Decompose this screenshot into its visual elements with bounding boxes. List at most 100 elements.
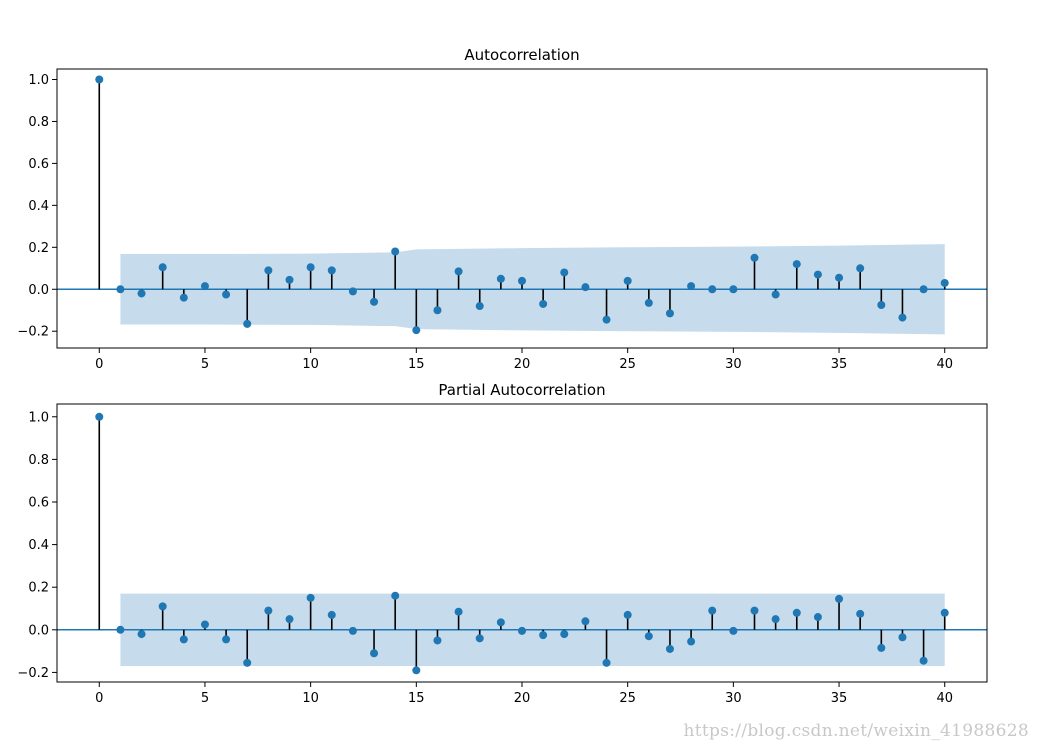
acf-ytick-label-2: 0.2 bbox=[28, 241, 49, 256]
pacf-ytick-label-2: 0.2 bbox=[28, 581, 49, 596]
acf-ytick-label-1: 0.0 bbox=[28, 283, 49, 298]
acf-marker-lag-0 bbox=[95, 75, 104, 84]
acf-marker-lag-24 bbox=[602, 315, 611, 324]
acf-marker-lag-4 bbox=[179, 293, 188, 302]
acf-marker-lag-5 bbox=[200, 282, 209, 291]
pacf-xtick-label-15: 15 bbox=[408, 691, 425, 706]
pacf-marker-lag-28 bbox=[687, 637, 696, 646]
pacf-marker-lag-14 bbox=[391, 591, 400, 600]
acf-marker-lag-37 bbox=[877, 300, 886, 309]
pacf-xtick-label-10: 10 bbox=[302, 691, 319, 706]
pacf-plot-area: 0 5 10 15 20 25 30 35 40 −0.2 0.0 0.2 0.4 0.6 0.8 1.0 bbox=[17, 403, 988, 706]
pacf-chart: Partial Autocorrelation 0 5 10 15 20 25 30 35 40… bbox=[17, 381, 988, 706]
acf-marker-lag-2 bbox=[137, 289, 146, 298]
pacf-ytick-label-3: 0.4 bbox=[28, 538, 49, 553]
pacf-marker-lag-1 bbox=[116, 625, 125, 634]
pacf-marker-lag-12 bbox=[348, 626, 357, 635]
pacf-marker-lag-23 bbox=[581, 617, 590, 626]
pacf-ytick-label-5: 0.8 bbox=[28, 453, 49, 468]
pacf-marker-lag-40 bbox=[940, 608, 949, 617]
pacf-xtick-label-20: 20 bbox=[514, 691, 531, 706]
pacf-marker-lag-8 bbox=[264, 606, 273, 615]
acf-xtick-label-20: 20 bbox=[514, 357, 531, 372]
pacf-marker-lag-22 bbox=[560, 630, 569, 639]
pacf-marker-lag-32 bbox=[771, 615, 780, 624]
pacf-xtick-label-5: 5 bbox=[201, 691, 209, 706]
pacf-marker-lag-30 bbox=[729, 626, 738, 635]
acf-ytick-label-4: 0.6 bbox=[28, 157, 49, 172]
pacf-xtick-label-25: 25 bbox=[619, 691, 636, 706]
acf-ytick-label-0: −0.2 bbox=[17, 325, 49, 340]
acf-marker-lag-6 bbox=[222, 290, 231, 299]
acf-marker-lag-31 bbox=[750, 253, 759, 262]
acf-marker-lag-12 bbox=[348, 287, 357, 296]
pacf-marker-lag-25 bbox=[623, 610, 632, 619]
pacf-marker-lag-10 bbox=[306, 593, 315, 602]
acf-marker-lag-3 bbox=[158, 263, 167, 272]
acf-ytick-label-3: 0.4 bbox=[28, 199, 49, 214]
acf-marker-lag-27 bbox=[665, 309, 674, 318]
pacf-ytick-label-4: 0.6 bbox=[28, 495, 49, 510]
acf-ytick-label-6: 1.0 bbox=[28, 73, 49, 88]
pacf-marker-lag-34 bbox=[813, 613, 822, 622]
acf-marker-lag-19 bbox=[496, 274, 505, 283]
acf-marker-lag-8 bbox=[264, 266, 273, 275]
pacf-marker-lag-26 bbox=[644, 632, 653, 641]
acf-xtick-label-35: 35 bbox=[831, 357, 848, 372]
watermark-url: https://blog.csdn.net/weixin_41988628 bbox=[683, 721, 1029, 741]
acf-marker-lag-39 bbox=[919, 285, 928, 294]
pacf-marker-lag-24 bbox=[602, 658, 611, 667]
acf-ytick-label-5: 0.8 bbox=[28, 115, 49, 130]
pacf-marker-lag-21 bbox=[539, 631, 548, 640]
acf-plot-area: 0 5 10 15 20 25 30 35 40 −0.2 0.0 0.2 0.4 0.6 0.8 1.0 bbox=[17, 68, 988, 372]
pacf-marker-lag-36 bbox=[856, 609, 865, 618]
pacf-marker-lag-37 bbox=[877, 643, 886, 652]
acf-marker-lag-21 bbox=[539, 299, 548, 308]
acf-marker-lag-30 bbox=[729, 285, 738, 294]
acf-marker-lag-22 bbox=[560, 268, 569, 277]
acf-xtick-label-30: 30 bbox=[725, 357, 742, 372]
acf-xtick-label-40: 40 bbox=[936, 357, 953, 372]
pacf-marker-lag-15 bbox=[412, 666, 421, 675]
pacf-marker-lag-19 bbox=[496, 618, 505, 627]
pacf-ytick-label-1: 0.0 bbox=[28, 623, 49, 638]
acf-marker-lag-34 bbox=[813, 270, 822, 279]
pacf-marker-lag-29 bbox=[708, 606, 717, 615]
acf-xtick-label-0: 0 bbox=[95, 357, 103, 372]
pacf-marker-lag-20 bbox=[518, 626, 526, 635]
acf-marker-lag-16 bbox=[433, 306, 442, 315]
acf-marker-lag-23 bbox=[581, 283, 590, 292]
pacf-marker-lag-27 bbox=[665, 644, 674, 653]
acf-marker-lag-40 bbox=[940, 278, 949, 287]
acf-xtick-label-10: 10 bbox=[302, 357, 319, 372]
pacf-marker-lag-16 bbox=[433, 636, 442, 645]
acf-marker-lag-36 bbox=[856, 264, 865, 273]
pacf-marker-lag-2 bbox=[137, 630, 146, 639]
acf-marker-lag-11 bbox=[327, 266, 336, 275]
acf-marker-lag-33 bbox=[792, 260, 801, 269]
acf-xtick-label-15: 15 bbox=[408, 357, 425, 372]
acf-xtick-label-25: 25 bbox=[619, 357, 636, 372]
acf-marker-lag-17 bbox=[454, 267, 463, 276]
acf-marker-lag-28 bbox=[687, 282, 696, 291]
pacf-marker-lag-11 bbox=[327, 610, 336, 619]
acf-marker-lag-32 bbox=[771, 290, 780, 299]
pacf-marker-lag-35 bbox=[835, 594, 844, 603]
pacf-marker-lag-5 bbox=[200, 620, 209, 629]
acf-xtick-label-5: 5 bbox=[201, 357, 209, 372]
pacf-ytick-label-0: −0.2 bbox=[17, 666, 49, 681]
acf-marker-lag-14 bbox=[391, 247, 400, 256]
acf-marker-lag-26 bbox=[644, 298, 653, 307]
pacf-xtick-label-35: 35 bbox=[831, 691, 848, 706]
pacf-marker-lag-31 bbox=[750, 606, 759, 615]
acf-marker-lag-13 bbox=[370, 297, 379, 306]
pacf-marker-lag-17 bbox=[454, 607, 463, 616]
acf-marker-lag-20 bbox=[518, 276, 526, 285]
pacf-marker-lag-7 bbox=[243, 658, 252, 667]
acf-chart: Autocorrelation 0 5 10 15 20 25 30 35 40−0.20.00… bbox=[17, 46, 988, 372]
acf-marker-lag-35 bbox=[835, 273, 844, 282]
acf-marker-lag-18 bbox=[475, 302, 484, 311]
pacf-marker-lag-13 bbox=[370, 649, 379, 658]
acf-marker-lag-7 bbox=[243, 319, 252, 328]
